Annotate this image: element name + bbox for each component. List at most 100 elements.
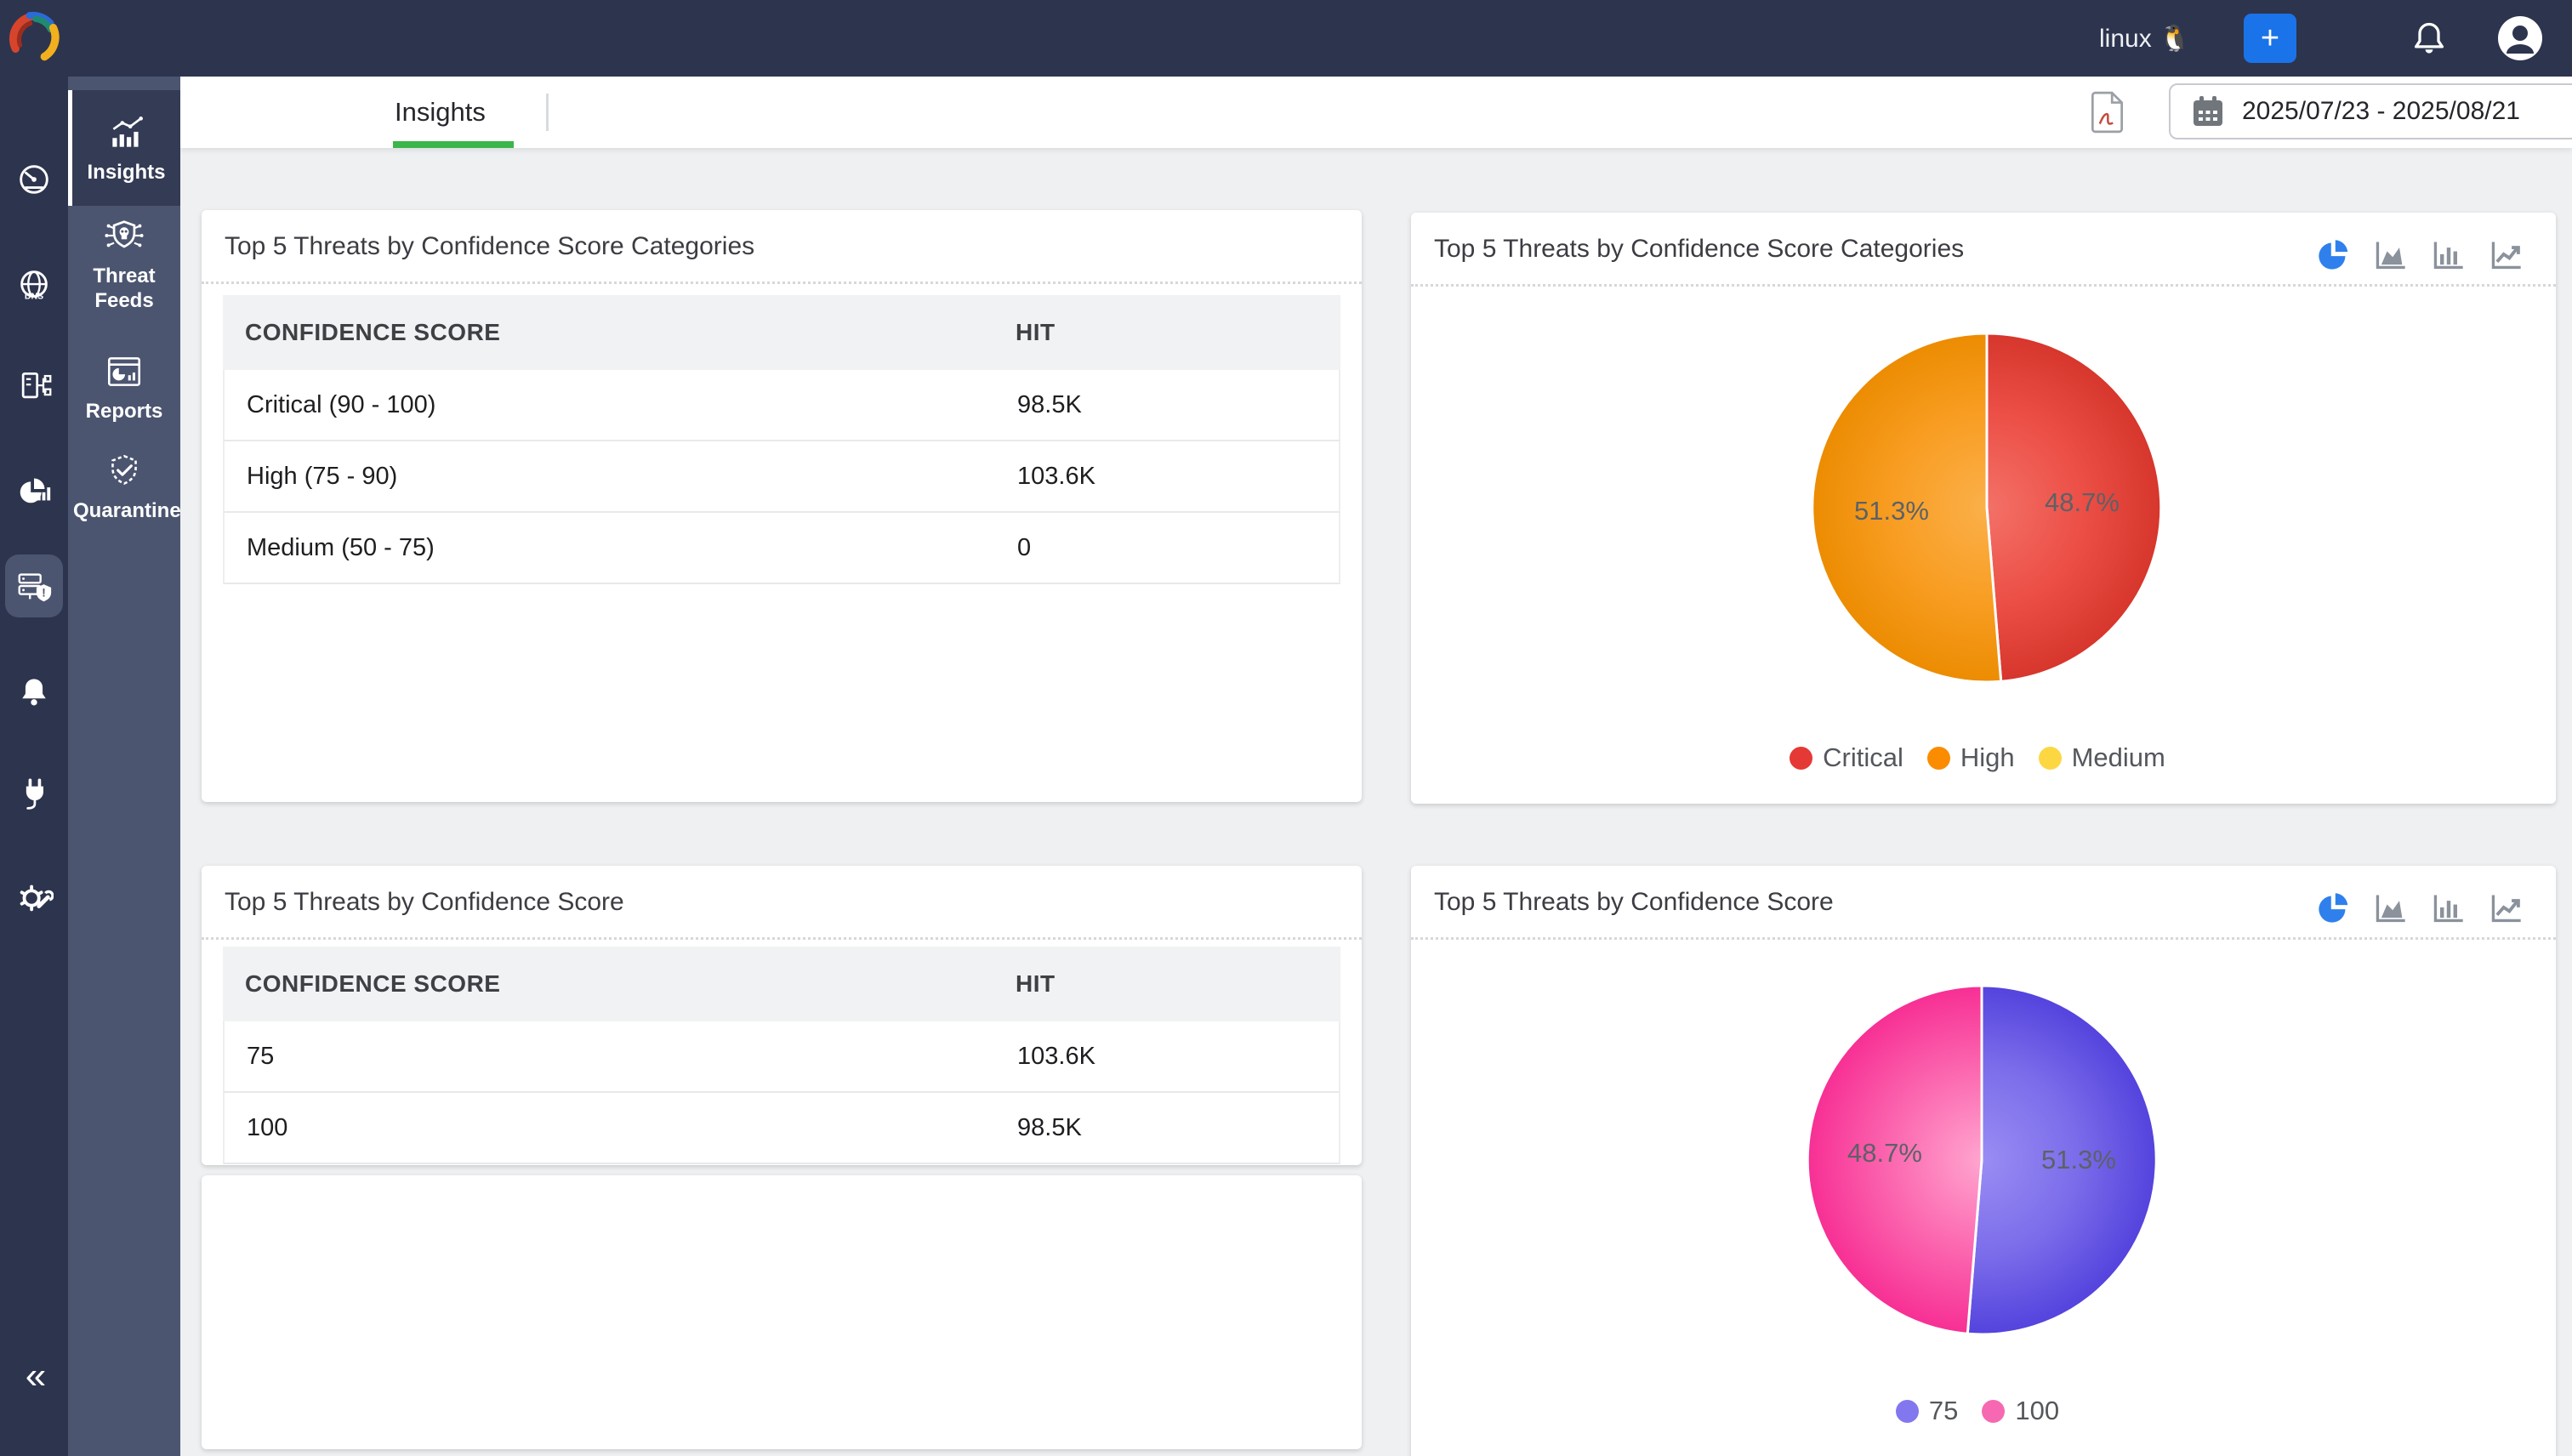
sidebar-item-dns[interactable]: DNS (0, 259, 68, 313)
chart-type-switcher (2316, 891, 2524, 925)
area-chart-icon[interactable] (2374, 238, 2408, 272)
sidebar-item-quarantine[interactable]: Quarantine (68, 442, 181, 532)
date-range-value: 2025/07/23 - 2025/08/21 (2242, 97, 2520, 125)
tab-insights[interactable]: Insights (395, 97, 486, 127)
legend-label: High (1960, 742, 2015, 772)
sidebar-item-reports[interactable]: Reports (68, 344, 180, 429)
pie-label-75: 51.3% (2041, 1145, 2116, 1174)
insights-icon (111, 116, 143, 147)
alarm-bell-icon (22, 679, 46, 706)
cell-hit: 98.5K (1017, 390, 1082, 418)
add-button[interactable]: + (2244, 14, 2296, 63)
pie-chart-icon[interactable] (2316, 891, 2350, 925)
table-row: 100 98.5K (223, 1093, 1340, 1164)
cell-confidence-score: High (75 - 90) (247, 462, 398, 490)
table-row: Critical (90 - 100) 98.5K (223, 370, 1340, 441)
pie-slice-high[interactable] (1811, 332, 2003, 684)
sidebar-item-policies[interactable] (0, 359, 68, 413)
tab-divider (546, 94, 549, 131)
sidebar-item-threat-feeds[interactable]: Threat Feeds (68, 213, 180, 315)
pie-legend: 75 100 (1411, 1396, 2556, 1426)
avatar[interactable] (2497, 15, 2543, 61)
bar-chart-icon[interactable] (2432, 891, 2466, 925)
column-header-confidence-score: CONFIDENCE SCORE (245, 970, 501, 997)
export-pdf-button[interactable] (2085, 90, 2130, 136)
user-avatar-icon (2498, 16, 2542, 60)
panel-divider (202, 282, 1362, 284)
panel-pie-categories: Top 5 Threats by Confidence Score Catego… (1411, 213, 2556, 804)
threat-feeds-icon (105, 220, 144, 248)
line-chart-icon[interactable] (2489, 238, 2524, 272)
bell-icon (2414, 22, 2444, 54)
policy-document-icon (21, 372, 52, 399)
pie-slice-100[interactable] (1806, 984, 1983, 1335)
sidebar-item-analytics[interactable] (0, 462, 68, 516)
legend-dot-75 (1895, 1399, 1919, 1423)
legend-dot-medium (2038, 746, 2062, 770)
table-row: High (75 - 90) 103.6K (223, 441, 1340, 513)
sidebar-item-dashboard[interactable] (0, 151, 68, 206)
sidebar-item-integrations[interactable] (0, 765, 68, 820)
sidebar-item-label: Insights (87, 160, 166, 184)
legend-label: 75 (1928, 1396, 1959, 1425)
panel-title: Top 5 Threats by Confidence Score Catego… (225, 232, 755, 260)
dashboard-icon (20, 165, 48, 194)
legend-item-medium[interactable]: Medium (2038, 742, 2165, 773)
calendar-icon (2194, 96, 2222, 126)
pie-label-100: 48.7% (1847, 1138, 1922, 1168)
legend-item-100[interactable]: 100 (1982, 1396, 2059, 1426)
area-chart-icon[interactable] (2374, 891, 2408, 925)
panel-table-scores: Top 5 Threats by Confidence Score CONFID… (202, 866, 1362, 1165)
cell-confidence-score: Critical (90 - 100) (247, 390, 436, 418)
tab-active-underline (393, 141, 514, 148)
pie-label-critical: 48.7% (2045, 487, 2120, 517)
sidebar-primary: DNS (0, 77, 68, 1456)
page-header: Insights 2025/07/23 - 2025/08/21 (180, 77, 2572, 148)
svg-text:!: ! (42, 586, 45, 599)
legend-dot-critical (1790, 746, 1813, 770)
sidebar-item-settings[interactable] (0, 871, 68, 925)
pie-slice-critical[interactable] (1985, 332, 2163, 683)
cell-hit: 0 (1017, 533, 1032, 561)
table-header: CONFIDENCE SCORE HIT (223, 947, 1340, 1021)
panel-divider (1411, 937, 2556, 940)
cell-confidence-score: Medium (50 - 75) (247, 533, 435, 561)
sidebar-item-alerts[interactable] (0, 664, 68, 719)
column-header-hit: HIT (1016, 970, 1056, 997)
panel-divider (202, 937, 1362, 940)
collapse-sidebar-button[interactable]: « (0, 1351, 68, 1402)
legend-item-75[interactable]: 75 (1895, 1396, 1959, 1426)
cell-confidence-score: 100 (247, 1113, 288, 1141)
notifications-button[interactable] (2409, 19, 2450, 60)
pie-bars-icon (20, 478, 51, 503)
pie-chart-icon[interactable] (2316, 238, 2350, 272)
legend-label: 100 (2015, 1396, 2060, 1425)
table-row: 75 103.6K (223, 1021, 1340, 1093)
legend-item-high[interactable]: High (1926, 742, 2015, 773)
logo-swirl-icon (9, 11, 60, 61)
legend-item-critical[interactable]: Critical (1790, 742, 1903, 773)
confidence-categories-table: CONFIDENCE SCORE HIT Critical (90 - 100)… (223, 295, 1340, 584)
table-row: Medium (50 - 75) 0 (223, 513, 1340, 584)
quarantine-shield-icon (111, 454, 137, 486)
cell-confidence-score: 75 (247, 1042, 275, 1070)
panel-divider (1411, 284, 2556, 287)
environment-label: linux 🐧 (2099, 24, 2191, 53)
date-range-picker[interactable]: 2025/07/23 - 2025/08/21 (2169, 83, 2572, 139)
app-logo[interactable] (7, 9, 66, 68)
panel-title: Top 5 Threats by Confidence Score (225, 888, 624, 916)
pie-legend: Critical High Medium (1411, 742, 2556, 773)
gear-wrench-icon (20, 884, 54, 912)
sidebar-item-threat-protection[interactable]: ! (5, 555, 63, 617)
table-header: CONFIDENCE SCORE HIT (223, 295, 1340, 370)
sidebar-item-label: Quarantine (73, 499, 181, 523)
server-shield-icon: ! (18, 573, 52, 602)
pdf-icon (2091, 91, 2123, 134)
plug-icon (26, 778, 43, 810)
line-chart-icon[interactable] (2489, 891, 2524, 925)
bar-chart-icon[interactable] (2432, 238, 2466, 272)
pie-slice-75[interactable] (1966, 984, 2158, 1336)
column-header-confidence-score: CONFIDENCE SCORE (245, 319, 501, 345)
sidebar-item-insights[interactable]: Insights (68, 90, 180, 206)
